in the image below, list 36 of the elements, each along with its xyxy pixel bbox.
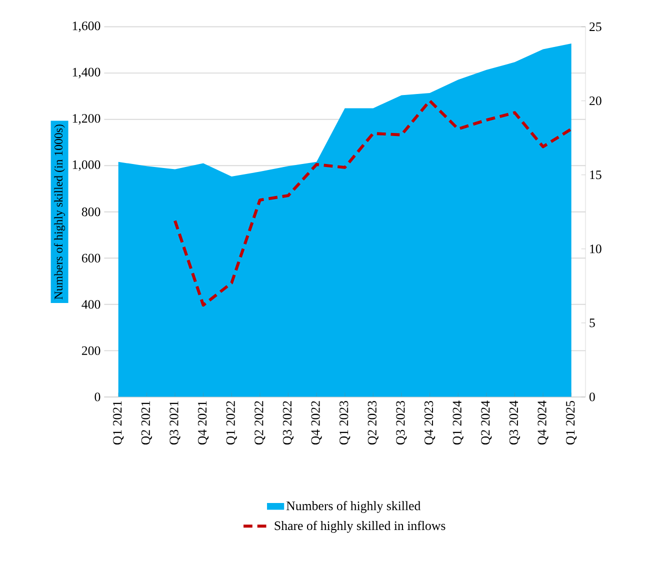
x-tick-label: Q4 2024: [538, 400, 548, 444]
y-tick-label: 1,400: [72, 68, 100, 78]
x-tick-label: Q1 2021: [113, 400, 124, 444]
x-tick-label: Q2 2021: [141, 400, 152, 444]
y-tick-label: 1,000: [72, 160, 100, 171]
y2-tick-label: 20: [590, 96, 602, 105]
x-tick-label: Q3 2024: [509, 400, 520, 444]
y-tick-label: 1,200: [72, 114, 100, 124]
x-tick-label: Q2 2022: [254, 400, 266, 444]
y-tick-label: 1,600: [72, 21, 100, 32]
legend-label: Numbers of highly skilled: [286, 500, 421, 513]
x-tick-label: Q1 2022: [226, 400, 237, 444]
y-tick-label: 200: [82, 346, 100, 355]
x-tick-label: Q1 2024: [452, 400, 464, 444]
y-tick-label: 400: [82, 300, 100, 309]
x-tick-label: Q2 2024: [481, 400, 492, 444]
y2-tick-label: 15: [590, 170, 602, 179]
x-tick-label: Q1 2025: [566, 400, 577, 444]
x-tick-label: Q4 2023: [424, 400, 436, 444]
x-tick-label: Q3 2022: [282, 400, 294, 444]
y2-tick-label: 25: [590, 22, 602, 31]
y2-tick-label: 5: [590, 318, 595, 327]
y-tick-label: 0: [94, 392, 100, 402]
y2-tick-label: 0: [589, 392, 595, 402]
y2-tick-label: 10: [590, 244, 602, 253]
x-tick-label: Q3 2021: [170, 400, 180, 444]
x-tick-label: Q4 2021: [198, 400, 209, 444]
x-tick-label: Q4 2022: [311, 400, 322, 444]
y-tick-label: 800: [82, 207, 100, 216]
x-tick-label: Q1 2023: [340, 400, 350, 444]
x-tick-label: Q3 2023: [396, 400, 407, 444]
y-axis-title: Numbers of highly skilled (in 1000s): [54, 124, 65, 300]
line-series: [173, 99, 573, 306]
y-tick-label: 600: [82, 254, 100, 262]
x-tick-label: Q2 2023: [368, 400, 378, 444]
legend-label: Share of highly skilled in inflows: [274, 520, 446, 532]
